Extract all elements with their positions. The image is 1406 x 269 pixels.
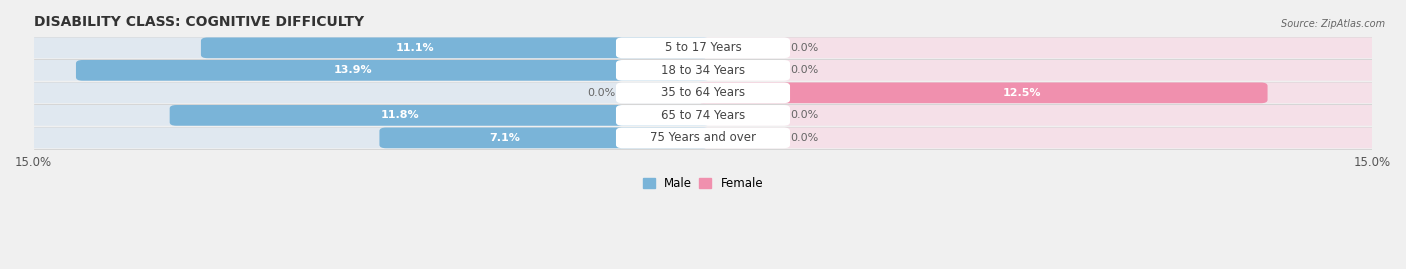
FancyBboxPatch shape [696, 128, 1379, 148]
Text: 0.0%: 0.0% [588, 88, 616, 98]
FancyBboxPatch shape [27, 60, 710, 81]
FancyBboxPatch shape [616, 60, 790, 81]
Text: 0.0%: 0.0% [790, 43, 818, 53]
FancyBboxPatch shape [170, 105, 710, 126]
Text: DISABILITY CLASS: COGNITIVE DIFFICULTY: DISABILITY CLASS: COGNITIVE DIFFICULTY [34, 15, 364, 29]
FancyBboxPatch shape [696, 83, 1268, 103]
Text: 0.0%: 0.0% [790, 65, 818, 75]
FancyBboxPatch shape [616, 83, 790, 103]
Text: 12.5%: 12.5% [1002, 88, 1042, 98]
Text: 11.8%: 11.8% [380, 110, 419, 120]
FancyBboxPatch shape [616, 128, 790, 148]
Legend: Male, Female: Male, Female [638, 172, 768, 195]
FancyBboxPatch shape [27, 105, 710, 126]
FancyBboxPatch shape [696, 37, 1379, 58]
FancyBboxPatch shape [616, 37, 790, 58]
Text: 65 to 74 Years: 65 to 74 Years [661, 109, 745, 122]
FancyBboxPatch shape [696, 105, 1379, 126]
FancyBboxPatch shape [380, 128, 710, 148]
Text: 35 to 64 Years: 35 to 64 Years [661, 86, 745, 99]
Text: 75 Years and over: 75 Years and over [650, 131, 756, 144]
FancyBboxPatch shape [696, 83, 1379, 103]
FancyBboxPatch shape [76, 60, 710, 81]
FancyBboxPatch shape [27, 37, 710, 58]
Text: 7.1%: 7.1% [489, 133, 520, 143]
Text: 11.1%: 11.1% [396, 43, 434, 53]
FancyBboxPatch shape [27, 83, 710, 103]
FancyBboxPatch shape [201, 37, 710, 58]
Text: 13.9%: 13.9% [333, 65, 373, 75]
Text: 0.0%: 0.0% [790, 133, 818, 143]
Text: 18 to 34 Years: 18 to 34 Years [661, 64, 745, 77]
Text: 0.0%: 0.0% [790, 110, 818, 120]
Text: Source: ZipAtlas.com: Source: ZipAtlas.com [1281, 19, 1385, 29]
FancyBboxPatch shape [27, 128, 710, 148]
FancyBboxPatch shape [696, 60, 1379, 81]
FancyBboxPatch shape [616, 105, 790, 126]
Text: 5 to 17 Years: 5 to 17 Years [665, 41, 741, 54]
